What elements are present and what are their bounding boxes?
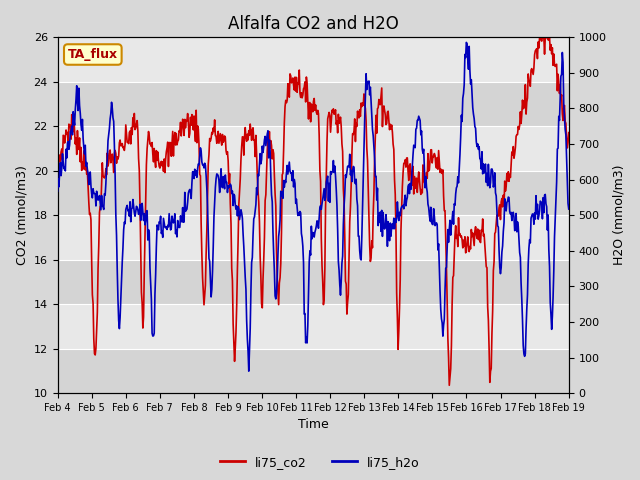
li75_h2o	[245, 368, 253, 374]
li75_h2o	[63, 155, 70, 161]
li75_co2	[54, 152, 61, 158]
Y-axis label: CO2 (mmol/m3): CO2 (mmol/m3)	[15, 165, 28, 265]
li75_co2	[375, 96, 383, 102]
li75_h2o	[463, 39, 470, 45]
li75_h2o	[376, 219, 383, 225]
Bar	[58, 37, 569, 82]
li75_co2	[565, 130, 573, 135]
li75_h2o	[168, 226, 175, 231]
Line: li75_h2o: li75_h2o	[58, 42, 569, 371]
Bar	[58, 304, 569, 348]
li75_co2	[195, 126, 202, 132]
li75_co2	[63, 132, 70, 137]
Title: Alfalfa CO2 and H2O: Alfalfa CO2 and H2O	[228, 15, 399, 33]
li75_co2	[445, 383, 453, 388]
Bar	[58, 348, 569, 393]
Bar	[58, 215, 569, 260]
Y-axis label: H2O (mmol/m3): H2O (mmol/m3)	[612, 165, 625, 265]
Bar	[58, 260, 569, 304]
li75_co2	[390, 146, 397, 152]
Legend: li75_co2, li75_h2o: li75_co2, li75_h2o	[215, 451, 425, 474]
li75_co2	[536, 35, 544, 40]
Line: li75_co2: li75_co2	[58, 37, 569, 385]
li75_h2o	[390, 226, 398, 231]
X-axis label: Time: Time	[298, 419, 328, 432]
Bar	[58, 126, 569, 171]
li75_h2o	[54, 188, 61, 194]
li75_co2	[168, 153, 175, 159]
Bar	[58, 171, 569, 215]
li75_co2	[116, 140, 124, 145]
Bar	[58, 82, 569, 126]
li75_h2o	[116, 326, 124, 332]
li75_h2o	[565, 206, 573, 212]
li75_h2o	[195, 161, 202, 167]
Text: TA_flux: TA_flux	[68, 48, 118, 61]
